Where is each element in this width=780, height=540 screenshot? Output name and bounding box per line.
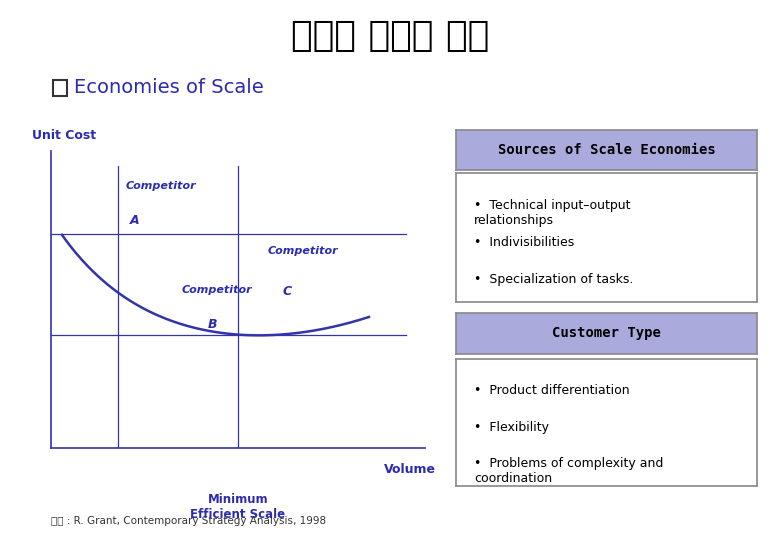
Text: Competitor: Competitor bbox=[182, 285, 253, 295]
Text: Economies of Scale: Economies of Scale bbox=[74, 78, 264, 97]
Text: •  Product differentiation: • Product differentiation bbox=[474, 384, 630, 397]
Text: •  Problems of complexity and
coordination: • Problems of complexity and coordinatio… bbox=[474, 457, 664, 485]
Text: A: A bbox=[129, 213, 139, 227]
Text: B: B bbox=[208, 318, 218, 330]
Text: Sources of Scale Economies: Sources of Scale Economies bbox=[498, 143, 715, 157]
Text: Competitor: Competitor bbox=[126, 181, 197, 191]
Bar bbox=[53, 80, 67, 96]
Text: Minimum
Efficient Scale: Minimum Efficient Scale bbox=[190, 492, 285, 521]
Text: Unit Cost: Unit Cost bbox=[32, 129, 96, 142]
Text: Volume: Volume bbox=[385, 463, 436, 476]
Text: •  Technical input–output
relationships: • Technical input–output relationships bbox=[474, 199, 631, 227]
Text: C: C bbox=[283, 285, 292, 298]
Text: 출처 : R. Grant, Contemporary Strategy Analysis, 1998: 출처 : R. Grant, Contemporary Strategy Ana… bbox=[51, 516, 326, 526]
Text: •  Flexibility: • Flexibility bbox=[474, 421, 549, 434]
Text: Competitor: Competitor bbox=[268, 246, 339, 256]
Text: Customer Type: Customer Type bbox=[552, 327, 661, 340]
Text: •  Specialization of tasks.: • Specialization of tasks. bbox=[474, 273, 633, 286]
Text: 사업의 경제성 분석: 사업의 경제성 분석 bbox=[291, 19, 489, 53]
Text: •  Indivisibilities: • Indivisibilities bbox=[474, 236, 575, 249]
